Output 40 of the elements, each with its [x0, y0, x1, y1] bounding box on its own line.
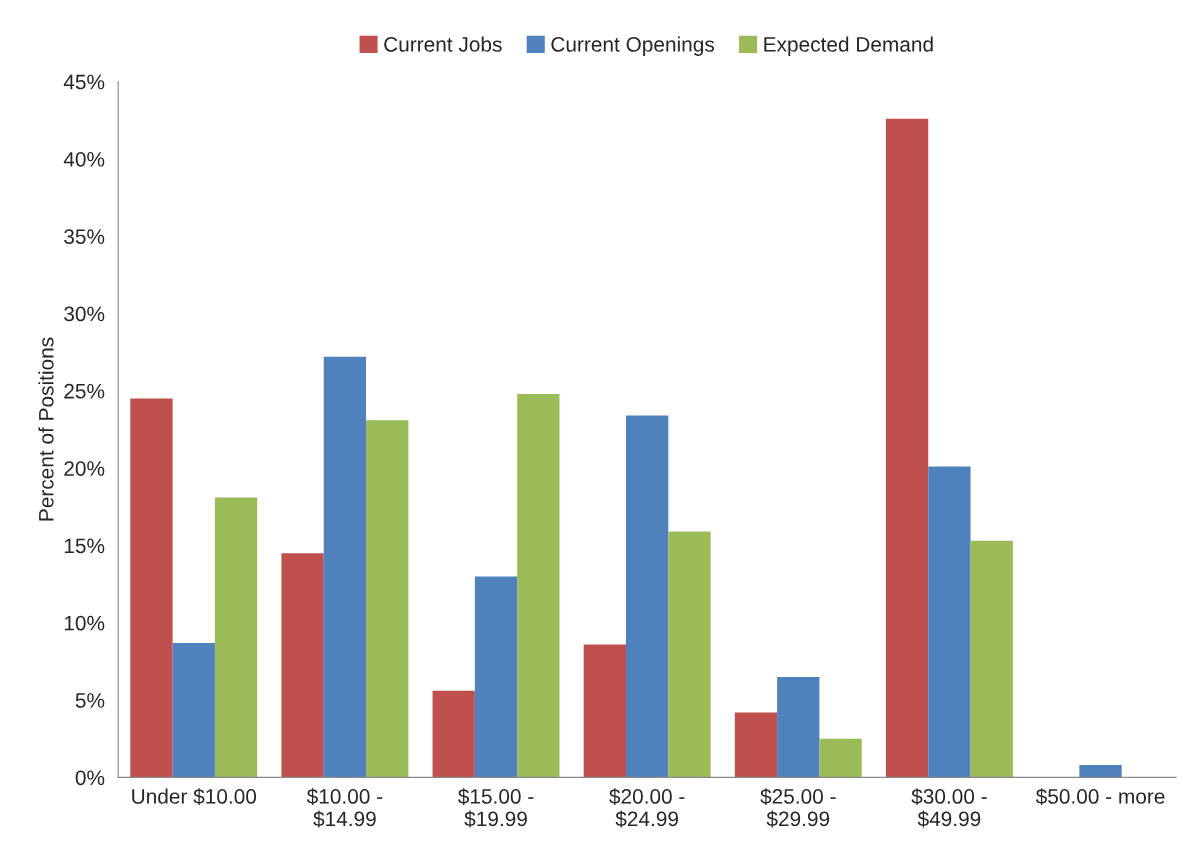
- y-tick-label: 10%: [64, 615, 105, 631]
- bar: [734, 712, 778, 778]
- y-tick-label: 25%: [64, 383, 105, 399]
- bar: [928, 466, 971, 778]
- x-tick-label: $50.00 - more: [1035, 788, 1165, 806]
- bar: [474, 576, 518, 778]
- bar: [668, 531, 711, 778]
- bar: [130, 398, 173, 778]
- legend-label: Current Jobs: [384, 36, 502, 52]
- bar: [625, 415, 669, 778]
- bar: [366, 420, 409, 778]
- bar: [432, 690, 475, 778]
- bar: [777, 676, 820, 778]
- legend-label: Current Openings: [551, 36, 715, 56]
- bar: [1079, 765, 1122, 778]
- bar: [281, 553, 324, 778]
- y-tick-label: 30%: [64, 306, 105, 322]
- y-tick-label: 40%: [63, 151, 105, 167]
- y-tick-label: 45%: [63, 74, 105, 90]
- y-tick-label: 5%: [75, 693, 105, 708]
- x-tick-label: $30.00 - $49.99: [911, 788, 987, 828]
- x-tick-label: $20.00 - $24.99: [609, 788, 685, 828]
- bar: [214, 497, 258, 778]
- bar: [517, 393, 560, 778]
- y-tick-label: 20%: [64, 461, 105, 476]
- legend-label: Expected Demand: [764, 36, 933, 56]
- y-tick-label: 15%: [64, 538, 105, 554]
- bar: [172, 642, 215, 778]
- x-tick-label: $25.00 - $29.99: [760, 788, 836, 828]
- x-tick-label: $15.00 - $19.99: [458, 788, 534, 828]
- bar: [819, 738, 862, 778]
- x-tick-label: $10.00 - $14.99: [306, 788, 383, 828]
- y-tick-label: 0%: [75, 770, 105, 786]
- bar: [583, 644, 626, 778]
- y-axis-title: Percent of Positions: [38, 337, 54, 521]
- x-tick-label: Under $10.00: [132, 788, 257, 806]
- bar: [970, 540, 1013, 778]
- bar: [323, 356, 367, 778]
- y-tick-label: 35%: [64, 229, 105, 244]
- bar: [885, 118, 929, 778]
